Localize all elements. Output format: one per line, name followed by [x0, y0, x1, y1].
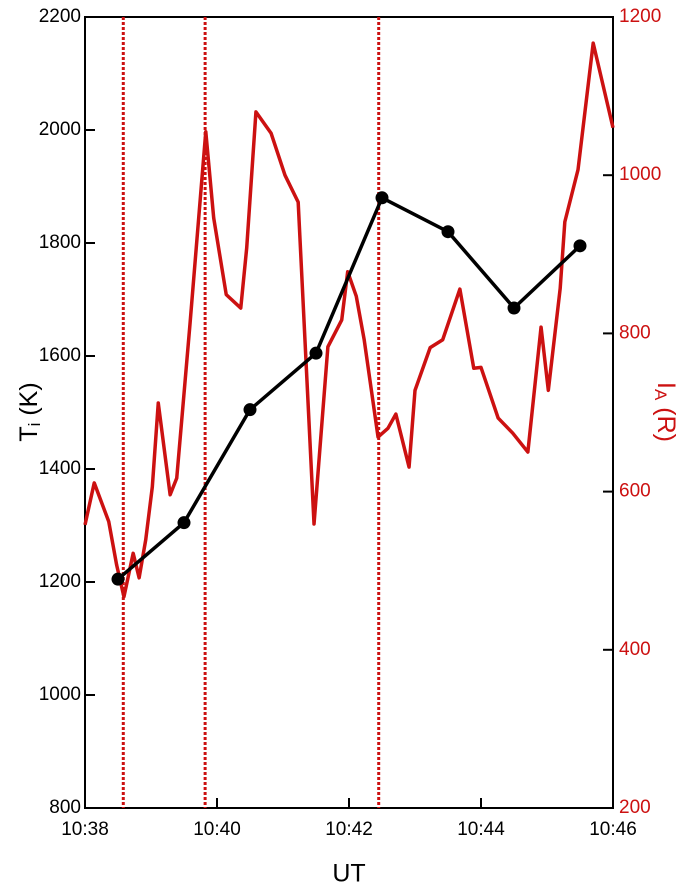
plot-frame	[84, 16, 614, 809]
series-marker	[375, 191, 389, 205]
y-tick-label: 1000	[39, 684, 81, 705]
series-marker	[507, 301, 521, 315]
series-marker	[441, 225, 455, 239]
x-tick-label: 10:42	[325, 819, 373, 840]
y2-label-main: I	[652, 382, 680, 389]
y2-axis-label: IA (R)	[651, 382, 681, 442]
y-tick-label: 800	[49, 797, 81, 818]
y2-tick-label: 1200	[619, 6, 661, 27]
series-line	[83, 41, 615, 599]
y-tick-label: 1200	[39, 571, 81, 592]
x-tick-label: 10:38	[61, 819, 109, 840]
x-tick-label: 10:40	[193, 819, 241, 840]
series-marker	[309, 346, 323, 360]
series-marker	[573, 239, 587, 253]
y2-tick-label: 400	[619, 639, 651, 660]
y2-tick-label: 1000	[619, 164, 661, 185]
y2-tick-label: 600	[619, 481, 651, 502]
y2-tick-label: 200	[619, 797, 651, 818]
y-label-sub: i	[25, 423, 44, 427]
series-line	[116, 196, 582, 581]
y2-label-rest: (R)	[652, 400, 680, 442]
series-marker	[243, 403, 257, 417]
y-label-main: T	[15, 426, 43, 441]
series-marker	[177, 516, 191, 530]
x-tick-label: 10:46	[589, 819, 637, 840]
y2-label-sub: A	[651, 389, 670, 401]
x-axis-label: UT	[332, 860, 365, 888]
series-marker	[111, 572, 125, 586]
y-label-rest: (K)	[15, 382, 43, 422]
y-tick-label: 1400	[39, 458, 81, 479]
y-tick-label: 2200	[39, 6, 81, 27]
y-tick-label: 2000	[39, 119, 81, 140]
y-tick-label: 1800	[39, 232, 81, 253]
y2-tick-label: 800	[619, 322, 651, 343]
y-axis-label: Ti (K)	[15, 382, 45, 441]
y-tick-label: 1600	[39, 345, 81, 366]
x-tick-label: 10:44	[457, 819, 505, 840]
